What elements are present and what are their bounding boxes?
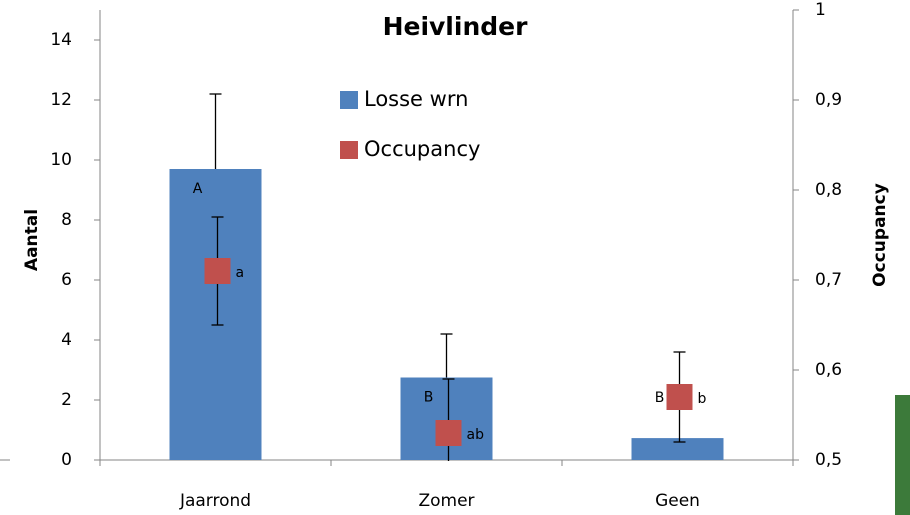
y-tick-label: 14: [50, 30, 72, 50]
background-image-fragment: [895, 395, 910, 515]
y-tick-label: 0: [61, 450, 72, 470]
y-tick-label: 10: [50, 150, 72, 170]
y-tick-label: 12: [50, 90, 72, 110]
point-marker: [666, 384, 693, 410]
point-marker: [435, 420, 462, 446]
y-axis-label: Aantal: [22, 209, 42, 271]
y-tick-label: 2: [61, 390, 72, 410]
bar: [169, 169, 262, 460]
y2-tick-label: 0,9: [815, 90, 842, 110]
plot-area: [169, 93, 724, 461]
error-bar: [209, 93, 222, 169]
y2-tick-label: 0,7: [815, 270, 842, 290]
x-tick-label: Geen: [655, 491, 700, 511]
group-letter: ab: [467, 427, 485, 443]
legend-label: Occupancy: [364, 137, 480, 161]
group-letter: a: [236, 265, 245, 281]
y-tick-label: 8: [61, 210, 72, 230]
legend-swatch: [340, 141, 358, 159]
bar: [631, 438, 724, 460]
x-tick-label: Jaarrond: [179, 491, 251, 511]
chart-title: Heivlinder: [383, 12, 529, 41]
group-letter: B: [655, 390, 665, 406]
group-letter: A: [193, 181, 203, 197]
y-tick-label: 4: [61, 330, 72, 350]
legend-swatch: [340, 91, 358, 109]
error-bar: [440, 333, 453, 378]
y2-tick-label: 0,6: [815, 360, 842, 380]
legend-label: Losse wrn: [364, 87, 468, 111]
y2-axis-label: Occupancy: [870, 183, 890, 287]
y2-tick-label: 1: [815, 0, 826, 20]
group-letter: B: [424, 390, 434, 406]
x-tick-label: Zomer: [418, 491, 474, 511]
y2-tick-label: 0,5: [815, 450, 842, 470]
bar: [400, 377, 493, 460]
group-letter: b: [698, 391, 707, 407]
y2-tick-label: 0,8: [815, 180, 842, 200]
point-marker: [204, 258, 231, 284]
y-tick-label: 6: [61, 270, 72, 290]
